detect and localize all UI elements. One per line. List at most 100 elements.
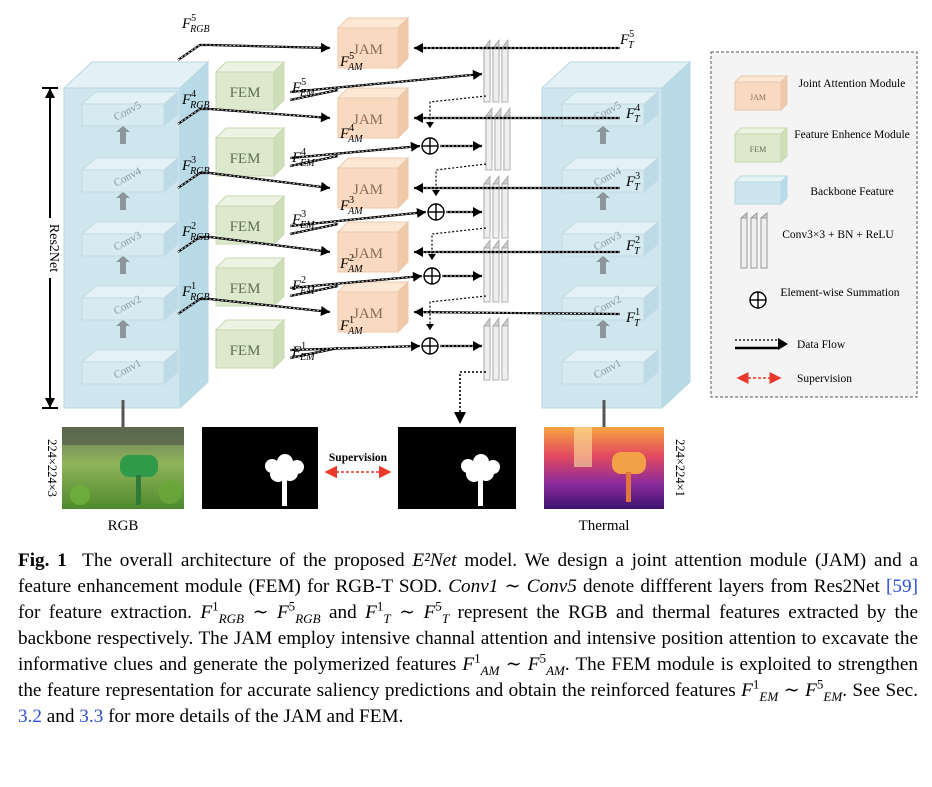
conv-block-3: Conv3 <box>560 220 660 258</box>
label-f-rgb-4: F4 RGB <box>181 89 210 111</box>
legend-backbone-swatch <box>733 174 789 206</box>
thermal-to-jam-arrow-3 <box>414 183 620 193</box>
legend-summation-icon <box>749 291 767 309</box>
fem-module-5: FEM <box>214 60 286 112</box>
summation-node-3 <box>427 203 445 221</box>
jam-label: JAM <box>353 42 383 58</box>
legend-jam-swatch-text: JAM <box>750 93 766 102</box>
fem-output-line-5 <box>289 88 339 102</box>
citation-59-link[interactable]: [59] <box>886 576 918 597</box>
label-f-em-2: F2 EM <box>291 275 315 297</box>
label-f-rgb-2: F2 RGB <box>181 221 210 243</box>
thermal-size-label: 224×224×1 <box>673 439 687 497</box>
label-f-t-1: F1 T <box>625 307 641 329</box>
conv-block-2: Conv2 <box>80 284 180 322</box>
rgb-size-label: 224×224×3 <box>45 439 59 497</box>
fem-to-sum-arrow-1 <box>289 341 421 352</box>
fem-label: FEM <box>230 219 261 235</box>
jam-module-4: JAM <box>336 86 410 140</box>
conv-block-4: Conv4 <box>560 156 660 194</box>
caption-text-9: for more details of the JAM and FEM. <box>103 706 404 727</box>
thermal-to-jam-arrow-2 <box>414 247 620 257</box>
jam-label: JAM <box>353 246 383 262</box>
rgb-to-jam-arrow-5 <box>177 42 331 61</box>
label-f-em-1: F1 EM <box>291 341 315 363</box>
conv3x3-stack-2 <box>483 238 509 304</box>
label-f-rgb-1: F1 RGB <box>181 281 210 303</box>
legend-fem-swatch-text: FEM <box>750 145 766 154</box>
rgb-conv-stack: Conv5 Conv4 Conv3 Conv2 Conv1 <box>80 90 180 386</box>
legend-jam-swatch: JAM <box>733 74 789 112</box>
jam-module-2: JAM <box>336 220 410 274</box>
fem-to-sum-arrow-3 <box>289 207 427 228</box>
conv-block-1: Conv1 <box>560 348 660 386</box>
caption-text-3: denote diffferent layers from Res2Net <box>576 576 887 597</box>
label-f-am-2: F2 AM <box>339 253 363 275</box>
label-f-t-3: F3 T <box>625 171 641 193</box>
legend-supervision-text: Supervision <box>797 373 852 385</box>
conv3x3-stack-4 <box>485 106 511 172</box>
fem-output-line-3 <box>289 222 339 236</box>
caption-model-name: E²Net <box>412 550 457 571</box>
conv-to-sum-dotted-1 <box>426 295 487 330</box>
conv3x3-stack-5 <box>483 38 509 104</box>
conv-up-arrow <box>596 192 610 210</box>
conv-to-sum-dotted-4 <box>426 95 487 128</box>
figure-caption: Fig. 1 The overall architecture of the p… <box>18 550 918 727</box>
prediction-map <box>398 427 516 509</box>
figure-label: Fig. 1 <box>18 550 67 571</box>
rgb-label: RGB <box>108 518 139 534</box>
caption-em-feature-range: F1EM ∼ F5EM <box>741 676 843 704</box>
caption-thermal-feature-range: F1T ∼ F5T <box>365 598 450 626</box>
fem-module-1: FEM <box>214 318 286 370</box>
rgb-to-jam-arrow-1 <box>177 297 331 317</box>
section-3-3-link[interactable]: 3.3 <box>79 706 104 727</box>
fem-module-4: FEM <box>214 126 286 178</box>
res2net-label: Res2Net <box>46 224 61 272</box>
conv-up-arrow <box>116 126 130 144</box>
fem-label: FEM <box>230 343 261 359</box>
jam-label: JAM <box>353 112 383 128</box>
conv-to-sum-dotted-3 <box>432 163 487 196</box>
fem5-to-conv-arrow <box>289 69 483 94</box>
jam-module-1: JAM <box>336 280 410 334</box>
legend-jam-text-line: Joint Attention Module <box>799 78 906 90</box>
jam-label: JAM <box>353 182 383 198</box>
jam-label: JAM <box>353 306 383 322</box>
conv-block-4: Conv4 <box>80 156 180 194</box>
legend: JAM Joint Attention Module FEM Feature E… <box>710 51 918 398</box>
conv-up-arrow <box>596 256 610 274</box>
label-f-t-5: F5 T <box>619 29 635 51</box>
label-f-em-3: F3 EM <box>291 209 315 231</box>
sum-to-conv-arrow-4 <box>440 141 482 151</box>
fem-to-sum-arrow-4 <box>289 141 421 160</box>
label-f-t-4: F4 T <box>625 103 641 125</box>
thermal-label: Thermal <box>579 518 630 534</box>
conv-up-arrow <box>596 126 610 144</box>
legend-jam-text: Joint Attention Module <box>799 78 906 90</box>
sum-to-conv-arrow-2 <box>442 271 482 281</box>
rgb-image <box>62 427 184 509</box>
legend-fem-text: Feature Enhence Module <box>794 129 910 141</box>
conv-up-arrow <box>116 192 130 210</box>
fem-label: FEM <box>230 85 261 101</box>
legend-conv-swatch <box>740 211 768 270</box>
conv-block-5: Conv5 <box>80 90 180 128</box>
fem-output-line-4 <box>289 154 339 168</box>
label-f-rgb-5: F5 RGB <box>181 13 210 35</box>
legend-conv-text: Conv3×3 + BN + ReLU <box>782 229 894 241</box>
sum-to-conv-arrow-1 <box>440 341 482 351</box>
conv-up-arrow <box>116 256 130 274</box>
section-3-2-link[interactable]: 3.2 <box>18 706 42 727</box>
caption-text-4: for feature extraction. <box>18 602 201 623</box>
caption-conv-range: Conv1 ∼ Conv5 <box>448 576 577 597</box>
conv-block-1: Conv1 <box>80 348 180 386</box>
fem-label: FEM <box>230 281 261 297</box>
sum-to-conv-arrow-3 <box>446 207 482 217</box>
modules-layer: JAM JAM JAM JAM JAM FEM FEM FEM FEM FEM <box>214 16 511 382</box>
output-to-prediction-arrow <box>454 371 486 424</box>
thermal-to-jam-arrow-4 <box>414 113 620 123</box>
legend-summation-text-line: Element-wise Summation <box>780 287 899 299</box>
fem-to-sum-arrow-2 <box>289 271 423 290</box>
